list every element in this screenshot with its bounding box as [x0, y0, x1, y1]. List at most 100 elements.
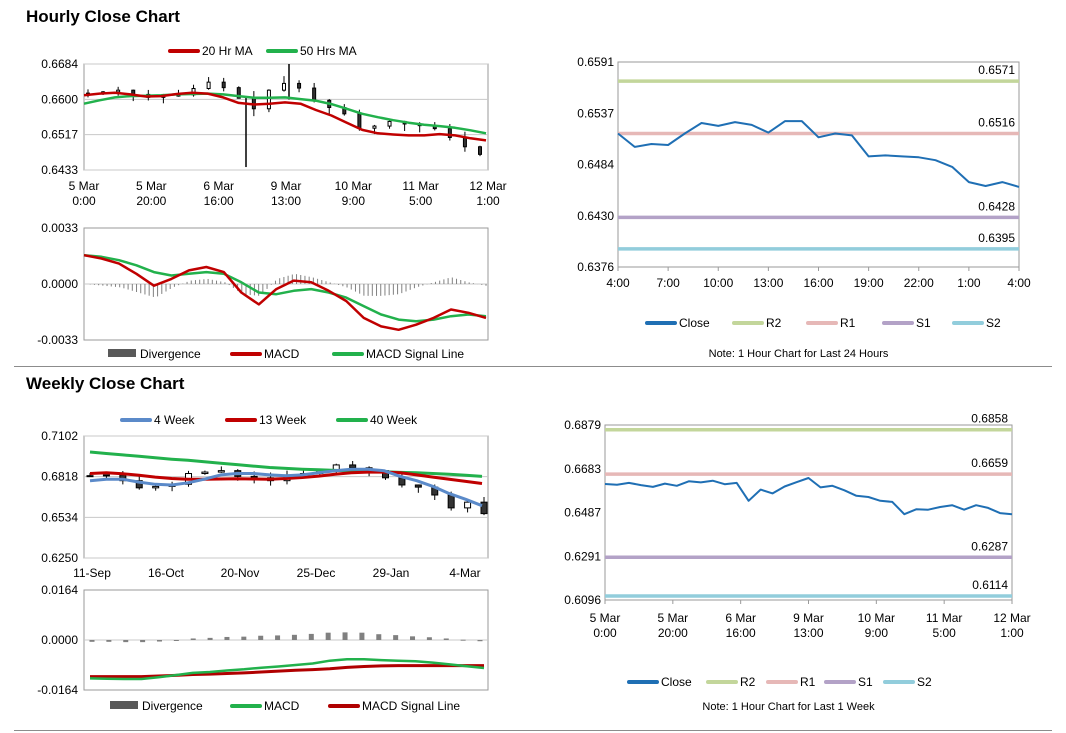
weekly-levels-y-tick: 0.6683 — [564, 462, 601, 476]
hourly-levels-note: Note: 1 Hour Chart for Last 24 Hours — [709, 348, 889, 360]
hourly-levels-x-tick: 10:00 — [703, 276, 733, 290]
hourly-price-x-tick: 9 Mar — [271, 179, 302, 193]
weekly-divergence-bar — [106, 640, 112, 642]
legend-weekly-divergence-label: Divergence — [142, 699, 203, 713]
weekly-divergence-bar — [325, 632, 331, 640]
weekly-levels-x-tick: 5 Mar — [590, 611, 621, 625]
weekly-levels-x-tick: 9:00 — [865, 626, 889, 640]
weekly-levels-x-tick: 6 Mar — [725, 611, 756, 625]
weekly-macd-y-tick: 0.0164 — [41, 583, 78, 597]
hourly-levels-x-tick: 4:00 — [606, 276, 630, 290]
hourly-price-y-tick: 0.6684 — [41, 57, 78, 71]
hourly-levels-r1-label: 0.6516 — [978, 116, 1015, 130]
hourly-candle-body — [221, 81, 226, 89]
hourly-candle-body — [266, 89, 271, 110]
weekly-levels-y-tick: 0.6291 — [564, 549, 601, 563]
weekly-levels-x-tick: 20:00 — [658, 626, 688, 640]
hourly-candle-body — [357, 113, 362, 129]
hourly-candle-body — [282, 82, 286, 91]
weekly-divergence-bar — [460, 639, 466, 641]
hourly-ma20-line — [83, 91, 487, 142]
hourly-macd-line — [83, 253, 487, 332]
weekly-levels-legend-close-label: Close — [661, 675, 692, 689]
weekly-levels-r2-label: 0.6858 — [971, 412, 1008, 426]
hourly-price-x-tick: 6 Mar — [203, 179, 234, 193]
hourly-price-y-tick: 0.6517 — [41, 128, 78, 142]
weekly-divergence-bar — [241, 636, 247, 640]
hourly-price-x-tick: 9:00 — [342, 194, 366, 208]
weekly-candle-body — [102, 474, 110, 477]
hourly-levels-x-tick: 1:00 — [957, 276, 981, 290]
hourly-price-frame — [83, 63, 489, 171]
hourly-levels-close-line — [617, 120, 1020, 188]
legend-50hr-ma-label: 50 Hrs MA — [300, 44, 357, 58]
hourly-levels-legend-close-label: Close — [679, 316, 710, 330]
hourly-price-x-tick: 5:00 — [409, 194, 433, 208]
hourly-price-y-tick: 0.6433 — [41, 163, 78, 177]
weekly-divergence-bar — [308, 633, 314, 640]
weekly-divergence-bar — [342, 632, 348, 640]
weekly-section-title: Weekly Close Chart — [26, 374, 185, 393]
weekly-candle-body — [447, 494, 455, 509]
hourly-levels-x-tick: 19:00 — [854, 276, 884, 290]
hourly-candle-body — [447, 128, 452, 138]
legend-20hr-ma-label: 20 Hr MA — [202, 44, 253, 58]
weekly-divergence-bar — [89, 640, 95, 642]
hourly-signal-line — [83, 253, 487, 323]
hourly-candle-body — [116, 89, 121, 93]
weekly-levels-close-line — [604, 477, 1013, 516]
weekly-divergence-bar — [443, 638, 449, 640]
hourly-price-x-tick: 11 Mar — [402, 179, 438, 193]
hourly-levels-x-tick: 13:00 — [753, 276, 783, 290]
weekly-ma40-line — [89, 450, 483, 478]
hourly-levels-y-tick: 0.6591 — [577, 55, 614, 69]
weekly-levels-frame — [604, 424, 1013, 601]
weekly-levels-legend-s2-label: S2 — [917, 675, 932, 689]
weekly-macd-y-tick: -0.0164 — [37, 683, 78, 697]
hourly-levels-y-tick: 0.6484 — [577, 158, 614, 172]
weekly-divergence-bar — [410, 636, 416, 640]
weekly-price-y-tick: 0.7102 — [41, 429, 78, 443]
weekly-divergence-bar — [123, 640, 129, 643]
weekly-levels-legend-r1-label: R1 — [800, 675, 816, 689]
weekly-candle-body — [152, 485, 160, 489]
hourly-levels-legend-r2-label: R2 — [766, 316, 782, 330]
hourly-price-x-tick: 12 Mar — [469, 179, 506, 193]
legend-4-week-label: 4 Week — [154, 413, 195, 427]
hourly-price-x-tick: 5 Mar — [136, 179, 167, 193]
weekly-divergence-bar — [207, 637, 213, 640]
weekly-levels-x-tick: 9 Mar — [793, 611, 824, 625]
weekly-divergence-bar — [190, 638, 196, 640]
weekly-price-frame — [83, 435, 489, 559]
weekly-levels-x-tick: 5 Mar — [657, 611, 688, 625]
legend-hourly-divergence-swatch — [108, 349, 136, 357]
hourly-levels-r2-label: 0.6571 — [978, 63, 1015, 77]
hourly-price-x-tick: 1:00 — [476, 194, 500, 208]
weekly-divergence-bar — [291, 634, 297, 640]
weekly-levels-x-tick: 10 Mar — [858, 611, 895, 625]
weekly-levels-y-tick: 0.6879 — [564, 418, 601, 432]
hourly-levels-x-tick: 16:00 — [803, 276, 833, 290]
hourly-macd-y-tick: 0.0000 — [41, 277, 78, 291]
weekly-divergence-bar — [359, 632, 365, 640]
hourly-price-x-tick: 10 Mar — [335, 179, 372, 193]
weekly-divergence-bar — [258, 635, 264, 640]
weekly-macd-y-tick: 0.0000 — [41, 633, 78, 647]
weekly-divergence-bar — [275, 635, 281, 640]
hourly-candle-body — [297, 82, 302, 89]
weekly-price-x-tick: 16-Oct — [148, 566, 185, 580]
weekly-levels-x-tick: 5:00 — [932, 626, 956, 640]
weekly-price-y-tick: 0.6534 — [41, 510, 78, 524]
weekly-levels-s2-label: 0.6114 — [972, 578, 1008, 592]
hourly-candle-body — [478, 146, 482, 155]
weekly-price-y-tick: 0.6250 — [41, 551, 78, 565]
hourly-price-y-tick: 0.6600 — [41, 92, 78, 106]
hourly-price-x-tick: 0:00 — [72, 194, 96, 208]
weekly-macd-line — [89, 657, 485, 681]
weekly-price-y-tick: 0.6818 — [41, 470, 78, 484]
weekly-levels-legend-s1-label: S1 — [858, 675, 873, 689]
bottom-divider — [14, 730, 1052, 731]
weekly-ma4-line — [89, 467, 483, 508]
weekly-ma13-line — [89, 470, 483, 485]
